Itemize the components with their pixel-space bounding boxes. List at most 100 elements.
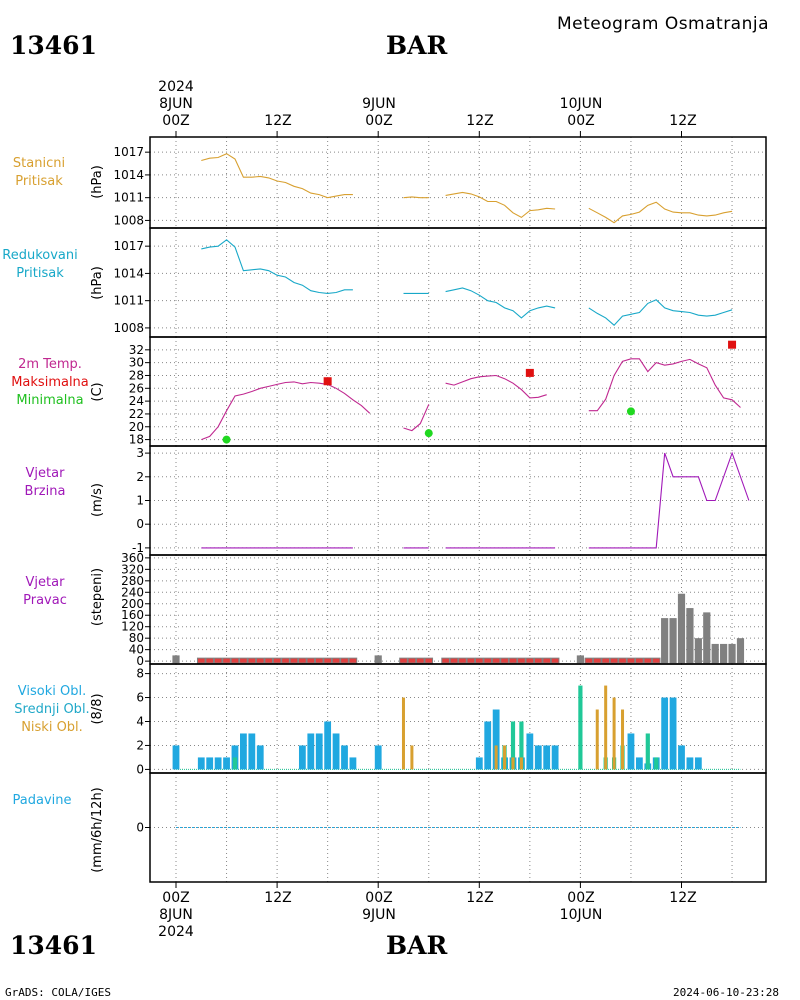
cloud-bar	[526, 733, 534, 770]
cloud-bar	[172, 745, 180, 770]
label-tmin: Minimalna	[16, 393, 84, 408]
y-tick-label: 1014	[113, 266, 144, 280]
series-line	[588, 201, 733, 224]
y-tick-label: 240	[121, 585, 144, 599]
cloud-bar	[621, 709, 625, 770]
y-axis-unit: (hPa)	[90, 266, 105, 300]
y-tick-label: 1008	[113, 213, 144, 227]
wind-calm-marker	[508, 657, 518, 664]
wind-calm-marker	[230, 657, 240, 664]
cloud-bar	[232, 757, 238, 770]
label-line: Stanicni	[12, 156, 66, 171]
cloud-bar	[341, 745, 348, 770]
wind-calm-marker	[449, 657, 459, 664]
series-line	[201, 239, 353, 294]
bottom-hour-1: 00Z	[162, 890, 190, 906]
wind-calm-marker	[323, 657, 332, 664]
series-line	[201, 153, 353, 199]
label-tmax: Maksimalna	[11, 375, 89, 390]
top-hour-4: 12Z	[466, 113, 494, 129]
cloud-bar	[307, 733, 315, 770]
y-tick-label: 0	[136, 762, 144, 776]
label-reduced-pressure: Redukovani Pritisak	[0, 247, 80, 283]
wind-calm-marker	[289, 657, 299, 664]
cloud-bar	[324, 721, 332, 770]
cloud-bar	[214, 757, 222, 770]
cloud-bar	[492, 709, 500, 770]
cloud-bar	[604, 685, 608, 770]
label-low-cloud: Niski Obl.	[21, 720, 83, 735]
y-axis-unit: (mm/6h/12h)	[90, 787, 105, 873]
wind-calm-marker	[618, 657, 627, 664]
cloud-bar	[256, 745, 264, 770]
cloud-bar	[349, 757, 357, 770]
wind-calm-marker	[416, 657, 425, 664]
y-axis-unit: (m/s)	[90, 483, 105, 517]
cloud-bar	[503, 745, 507, 770]
wind-calm-marker	[340, 657, 349, 664]
meteogram-title: Meteogram Osmatranja	[557, 14, 770, 34]
wind-calm-marker	[222, 657, 231, 664]
cloud-bar	[197, 757, 205, 770]
wind-calm-marker	[424, 657, 434, 664]
y-tick-label: 20	[129, 420, 144, 434]
series-line	[588, 358, 741, 412]
series-line	[445, 374, 547, 399]
tmin-marker	[424, 429, 433, 438]
panel-frame	[149, 772, 767, 883]
y-tick-label: 2	[136, 738, 144, 752]
y-tick-label: 0	[136, 517, 144, 531]
y-tick-label: 200	[121, 597, 144, 611]
y-axis-unit: (8/8)	[90, 693, 105, 724]
top-date-2: 9JUN	[362, 96, 396, 112]
wind-dir-bar	[677, 593, 686, 664]
cloud-bar	[511, 757, 515, 770]
label-temperature: 2m Temp. Maksimalna Minimalna	[0, 356, 100, 410]
y-tick-label: 0	[136, 654, 144, 668]
wind-calm-marker	[281, 657, 290, 664]
cloud-bar	[475, 757, 483, 770]
cloud-bar	[248, 733, 256, 770]
y-tick-label: 1011	[113, 191, 144, 205]
tmin-marker	[626, 407, 635, 416]
tmax-marker	[525, 368, 534, 377]
cloud-bar	[510, 721, 516, 770]
station-id-bottom: 13461	[10, 931, 97, 960]
label-line: Vjetar	[25, 466, 65, 481]
series-line	[403, 196, 429, 199]
wind-calm-marker	[399, 657, 408, 664]
top-hour-1: 00Z	[162, 113, 190, 129]
cloud-bar	[595, 709, 599, 770]
y-tick-label: 8	[136, 667, 144, 681]
series-line	[445, 191, 556, 219]
top-hour-2: 12Z	[264, 113, 292, 129]
tmin-marker	[222, 435, 231, 444]
y-tick-label: 280	[121, 574, 144, 588]
cloud-bar	[519, 721, 524, 770]
series-line	[588, 451, 750, 549]
wind-dir-bar	[720, 643, 728, 664]
cloud-bar	[223, 757, 230, 770]
y-tick-label: 3	[136, 446, 144, 460]
y-tick-label: 1	[136, 494, 144, 508]
station-name-bottom: BAR	[386, 931, 448, 960]
wind-calm-marker	[542, 657, 552, 664]
wind-calm-marker	[483, 657, 493, 664]
y-tick-label: 360	[121, 551, 144, 565]
y-tick-label: 120	[121, 620, 144, 634]
wind-calm-marker	[272, 657, 282, 664]
wind-dir-bar	[669, 618, 677, 664]
wind-calm-marker	[407, 657, 417, 664]
cloud-bar	[686, 757, 694, 770]
top-hour-5: 00Z	[567, 113, 595, 129]
wind-dir-bar	[728, 643, 736, 664]
wind-calm-marker	[196, 657, 206, 664]
y-axis-unit: (stepeni)	[90, 568, 105, 626]
y-tick-label: 28	[129, 368, 144, 382]
wind-dir-bar	[703, 612, 711, 664]
y-tick-label: 160	[121, 608, 144, 622]
cloud-bar	[661, 697, 669, 770]
label-high-cloud: Visoki Obl.	[17, 684, 87, 699]
wind-calm-marker	[348, 657, 358, 664]
